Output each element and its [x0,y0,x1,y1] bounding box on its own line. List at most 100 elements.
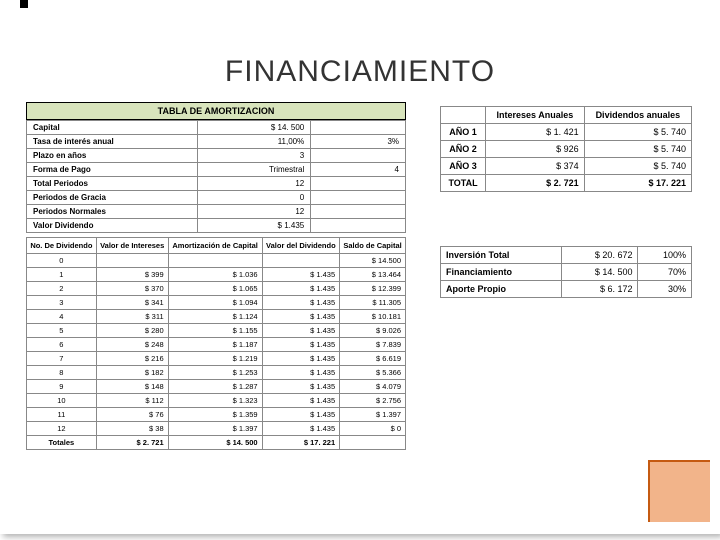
investment-block: Inversión Total$ 20. 672100%Financiamien… [440,246,692,298]
cell: $ 1.435 [262,394,340,408]
cell: $ 216 [96,352,168,366]
cell: $ 112 [96,394,168,408]
cell: $ 17. 221 [584,175,691,192]
param-label: Plazo en años [27,149,198,163]
cell: $ 38 [96,422,168,436]
cell: $ 14.500 [340,254,406,268]
yearly-col: Dividendos anuales [584,107,691,124]
param-value: 3 [197,149,311,163]
schedule-col: Saldo de Capital [340,238,406,254]
yearly-block: Intereses AnualesDividendos anuales AÑO … [440,106,692,192]
cell: $ 280 [96,324,168,338]
param-value: 11,00% [197,135,311,149]
table-row: 6$ 248$ 1.187$ 1.435$ 7.839 [27,338,406,352]
cell: 12 [27,422,97,436]
table-row: 10$ 112$ 1.323$ 1.435$ 2.756 [27,394,406,408]
table-row: Aporte Propio$ 6. 17230% [441,281,692,298]
schedule-col: Amortización de Capital [168,238,262,254]
table-row: 3$ 341$ 1.094$ 1.435$ 11.305 [27,296,406,310]
cell: $ 374 [486,158,585,175]
cell: $ 6. 172 [562,281,638,298]
table-row: Financiamiento$ 14. 50070% [441,264,692,281]
cell: 3 [27,296,97,310]
cell: 30% [638,281,692,298]
cell: $ 1.435 [262,310,340,324]
cell: $ 182 [96,366,168,380]
param-label: Forma de Pago [27,163,198,177]
yearly-col [441,107,486,124]
cell: $ 1.435 [262,282,340,296]
cell: $ 341 [96,296,168,310]
cell: 5 [27,324,97,338]
schedule-col: No. De Dividendo [27,238,97,254]
cell: 1 [27,268,97,282]
param-ext: 3% [311,135,406,149]
cell: $ 1.094 [168,296,262,310]
table-row: 11$ 76$ 1.359$ 1.435$ 1.397 [27,408,406,422]
table-row: AÑO 2$ 926$ 5. 740 [441,141,692,158]
schedule-table: No. De DividendoValor de InteresesAmorti… [26,237,406,450]
cell: $ 1.065 [168,282,262,296]
top-decor [20,0,28,8]
table-row: 2$ 370$ 1.065$ 1.435$ 12.399 [27,282,406,296]
cell: $ 17. 221 [262,436,340,450]
cell: $ 7.839 [340,338,406,352]
table-row: AÑO 3$ 374$ 5. 740 [441,158,692,175]
param-value: $ 1.435 [197,219,311,233]
param-ext [311,191,406,205]
cell [168,254,262,268]
cell: $ 1.435 [262,338,340,352]
cell: 10 [27,394,97,408]
table-row: 1$ 399$ 1.036$ 1.435$ 13.464 [27,268,406,282]
cell: $ 20. 672 [562,247,638,264]
cell: $ 14. 500 [168,436,262,450]
cell: 4 [27,310,97,324]
totals-row: TOTAL$ 2. 721$ 17. 221 [441,175,692,192]
params-table: Capital$ 14. 500Tasa de interés anual11,… [26,120,406,233]
cell: $ 2. 721 [486,175,585,192]
cell: $ 1.287 [168,380,262,394]
param-ext [311,205,406,219]
cell: $ 9.026 [340,324,406,338]
table-row: 7$ 216$ 1.219$ 1.435$ 6.619 [27,352,406,366]
table-row: 12$ 38$ 1.397$ 1.435$ 0 [27,422,406,436]
cell: Inversión Total [441,247,562,264]
param-label: Periodos Normales [27,205,198,219]
cell: $ 0 [340,422,406,436]
cell: AÑO 3 [441,158,486,175]
cell: $ 4.079 [340,380,406,394]
param-value: 0 [197,191,311,205]
cell: TOTAL [441,175,486,192]
cell: $ 1.187 [168,338,262,352]
cell: 6 [27,338,97,352]
cell: Totales [27,436,97,450]
cell: $ 1.323 [168,394,262,408]
decor-square [648,460,710,522]
param-ext [311,219,406,233]
cell: 9 [27,380,97,394]
cell: Aporte Propio [441,281,562,298]
cell: $ 1.435 [262,366,340,380]
investment-table: Inversión Total$ 20. 672100%Financiamien… [440,246,692,298]
cell: 2 [27,282,97,296]
param-ext [311,149,406,163]
table-row: AÑO 1$ 1. 421$ 5. 740 [441,124,692,141]
yearly-table: Intereses AnualesDividendos anuales AÑO … [440,106,692,192]
cell: $ 5. 740 [584,158,691,175]
param-value: 12 [197,205,311,219]
cell: 7 [27,352,97,366]
param-ext [311,177,406,191]
cell: $ 13.464 [340,268,406,282]
schedule-col: Valor de Intereses [96,238,168,254]
table-row: 8$ 182$ 1.253$ 1.435$ 5.366 [27,366,406,380]
cell: $ 370 [96,282,168,296]
cell: $ 311 [96,310,168,324]
cell: $ 148 [96,380,168,394]
param-ext [311,121,406,135]
cell: $ 1.435 [262,324,340,338]
table-row: 0$ 14.500 [27,254,406,268]
cell: $ 1.036 [168,268,262,282]
cell: AÑO 2 [441,141,486,158]
table-row: 4$ 311$ 1.124$ 1.435$ 10.181 [27,310,406,324]
cell: $ 1.155 [168,324,262,338]
